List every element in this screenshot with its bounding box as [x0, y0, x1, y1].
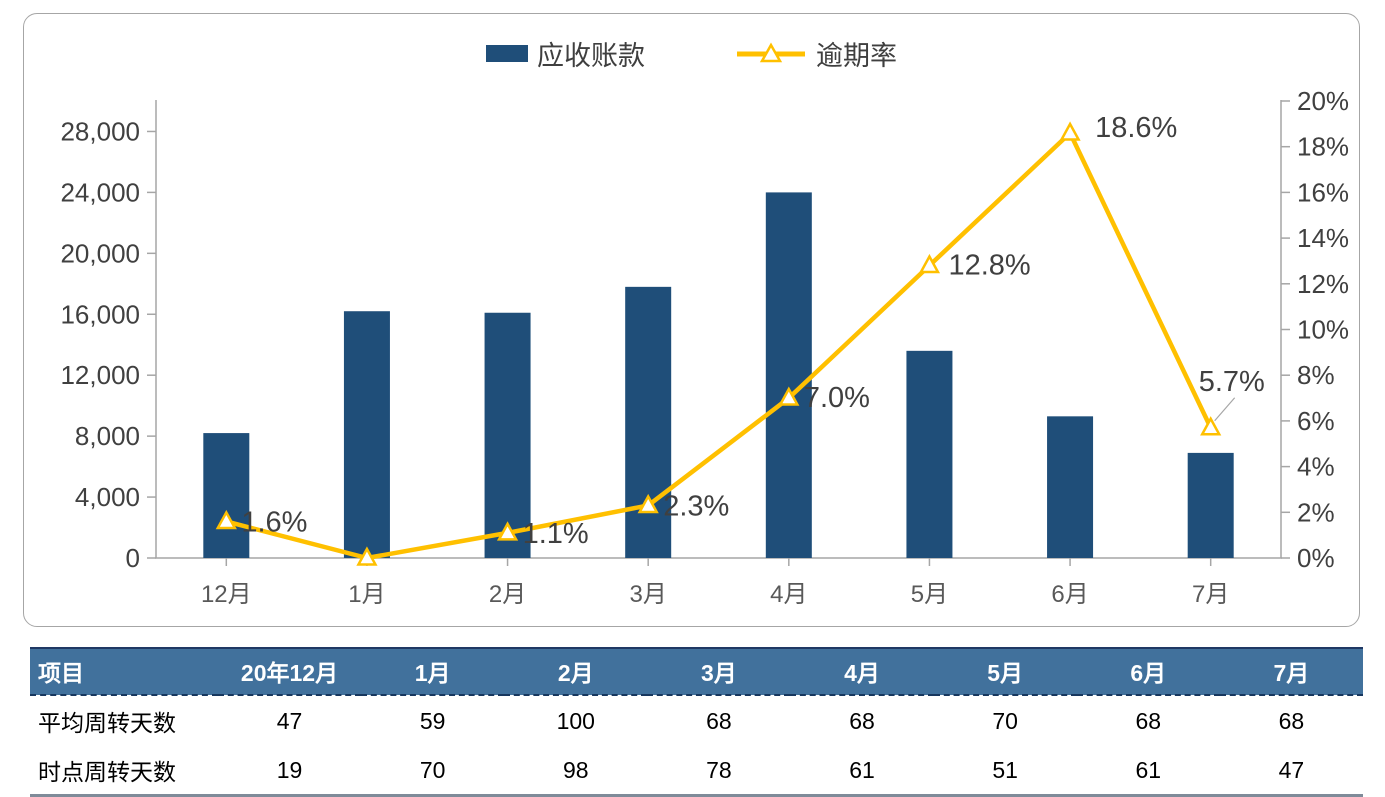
receivables-overdue-chart-panel: 0 4,000 8,000 12,000 16,000 20,000 24,000 28,00… [23, 13, 1360, 627]
legend-item-receivables: 应收账款 [486, 34, 645, 73]
left-axis-tick-label: 12,000 [60, 360, 140, 390]
data-label-12.8%: 12.8% [948, 250, 1030, 282]
turnover-days-table: 项目 20年12月 1月 2月 3月 4月 5月 6月 7月 平均周转天数 47 59 100 68 68… [30, 647, 1363, 797]
table-header-cell-5月: 5月 [933, 648, 1077, 696]
right-axis-tick-label: 12% [1297, 269, 1349, 299]
line-marker-6月 [1059, 121, 1081, 141]
left-axis-tick-label: 16,000 [60, 299, 140, 329]
table-value-cell: 61 [849, 756, 875, 783]
left-axis-tick-label: 8,000 [75, 421, 140, 451]
table-value-cell: 47 [276, 707, 303, 734]
right-axis-tick-label: 4% [1297, 452, 1335, 482]
table-value-cell: 68 [849, 707, 875, 734]
line-marker-4月 [778, 386, 800, 406]
bar-series-swatch-icon [486, 45, 528, 62]
data-label-18.6%: 18.6% [1095, 112, 1177, 144]
legend-label-receivables: 应收账款 [537, 41, 645, 71]
table-value-cell: 70 [992, 707, 1018, 734]
table-value-cell: 70 [419, 756, 446, 783]
bar-6月 [1047, 416, 1094, 558]
table-header-cell-1月: 1月 [361, 648, 505, 696]
legend-label-overdue-rate: 逾期率 [816, 41, 897, 71]
bar-5月 [906, 350, 953, 558]
bar-7月 [1187, 452, 1234, 558]
left-axis-tick-label: 24,000 [60, 177, 140, 207]
table-value-cell: 61 [1135, 756, 1162, 783]
right-axis-tick-label: 0% [1297, 543, 1335, 573]
table-header-cell-7月: 7月 [1219, 648, 1363, 696]
bar-4月 [765, 192, 812, 558]
row-label-cell: 时点周转天数 [38, 759, 176, 785]
right-axis-tick-label: 2% [1297, 497, 1335, 527]
chart-legend: 应收账款 逾期率 [24, 34, 1359, 73]
table-header-cell-6月: 6月 [1076, 648, 1220, 696]
table-value-cell: 68 [1278, 707, 1305, 734]
data-label-leader-line [1214, 397, 1236, 422]
left-axis-tick-label: 4,000 [75, 482, 140, 512]
combo-chart: 0 4,000 8,000 12,000 16,000 20,000 24,000 28,00… [60, 86, 1349, 608]
data-label-1.6%: 1.6% [241, 506, 307, 538]
line-marker-2月 [496, 521, 519, 541]
x-axis-category-label: 7月 [1192, 581, 1229, 608]
table-header-row: 项目 20年12月 1月 2月 3月 4月 5月 6月 7月 [30, 648, 1363, 696]
table-value-cell: 78 [706, 756, 732, 783]
right-axis-tick-label: 6% [1297, 406, 1335, 436]
line-marker-5月 [918, 253, 941, 274]
x-axis-category-label: 12月 [201, 581, 252, 608]
x-axis-category-label: 1月 [348, 581, 385, 608]
x-axis-category-label: 4月 [770, 581, 807, 608]
bar-12月 [203, 433, 250, 558]
line-marker-1月 [356, 546, 378, 566]
data-label-5.7%: 5.7% [1199, 366, 1265, 398]
turnover-days-table-wrap: 项目 20年12月 1月 2月 3月 4月 5月 6月 7月 平均周转天数 47 59 100 68 68… [30, 647, 1363, 797]
table-header-cell-项目: 项目 [30, 648, 218, 696]
table-row: 平均周转天数 47 59 100 68 68 70 68 68 [30, 695, 1363, 745]
right-axis-tick-label: 18% [1297, 132, 1349, 162]
left-axis-tick-label: 28,000 [60, 116, 140, 146]
table-header-row: 项目 20年12月 1月 2月 3月 4月 5月 6月 7月 [30, 648, 1363, 696]
bar-1月 [343, 311, 390, 558]
bar-2月 [484, 312, 531, 558]
data-label-2.3%: 2.3% [663, 490, 729, 522]
right-axis-tick-label: 20% [1297, 86, 1349, 116]
x-axis-category-label: 2月 [489, 581, 526, 608]
table-header-cell-3月: 3月 [647, 648, 791, 696]
table-value-cell: 51 [992, 756, 1018, 783]
line-marker-3月 [637, 493, 659, 514]
table-header-cell-20年12月: 20年12月 [217, 648, 362, 696]
data-label-7.0%: 7.0% [804, 382, 870, 414]
table-value-cell: 68 [706, 707, 732, 734]
left-axis-tick-label: 20,000 [60, 238, 140, 268]
right-axis-tick-label: 10% [1297, 315, 1349, 345]
x-axis-category-label: 3月 [630, 581, 667, 608]
data-label-1.1%: 1.1% [523, 518, 589, 550]
table-value-cell: 59 [419, 707, 446, 734]
legend-item-overdue-rate: 逾期率 [735, 34, 897, 73]
line-marker-12月 [215, 509, 237, 530]
overdue-rate-line [224, 130, 1213, 561]
left-axis-tick-label: 0 [126, 543, 140, 573]
right-axis-tick-label: 14% [1297, 223, 1349, 253]
table-value-cell: 68 [1135, 707, 1162, 734]
table-value-cell: 47 [1278, 756, 1305, 783]
x-axis-category-label: 5月 [911, 581, 948, 608]
table-header-cell-2月: 2月 [504, 648, 648, 696]
right-axis-tick-label: 8% [1297, 360, 1335, 390]
line-series-swatch-icon [737, 41, 805, 62]
right-axis-tick-label: 16% [1297, 177, 1349, 207]
table-header-cell-4月: 4月 [790, 648, 934, 696]
table-value-cell: 100 [556, 707, 595, 734]
table-value-cell: 19 [276, 756, 303, 783]
table-row: 时点周转天数 19 70 98 78 61 51 61 47 [30, 745, 1363, 796]
table-value-cell: 98 [562, 756, 589, 783]
line-marker-7月 [1200, 416, 1222, 436]
x-axis-category-label: 6月 [1051, 581, 1088, 608]
row-label-cell: 平均周转天数 [38, 710, 176, 736]
table-body: 平均周转天数 47 59 100 68 68 70 68 68 时点周转天数 19 70 98 78 61 5… [30, 695, 1363, 796]
